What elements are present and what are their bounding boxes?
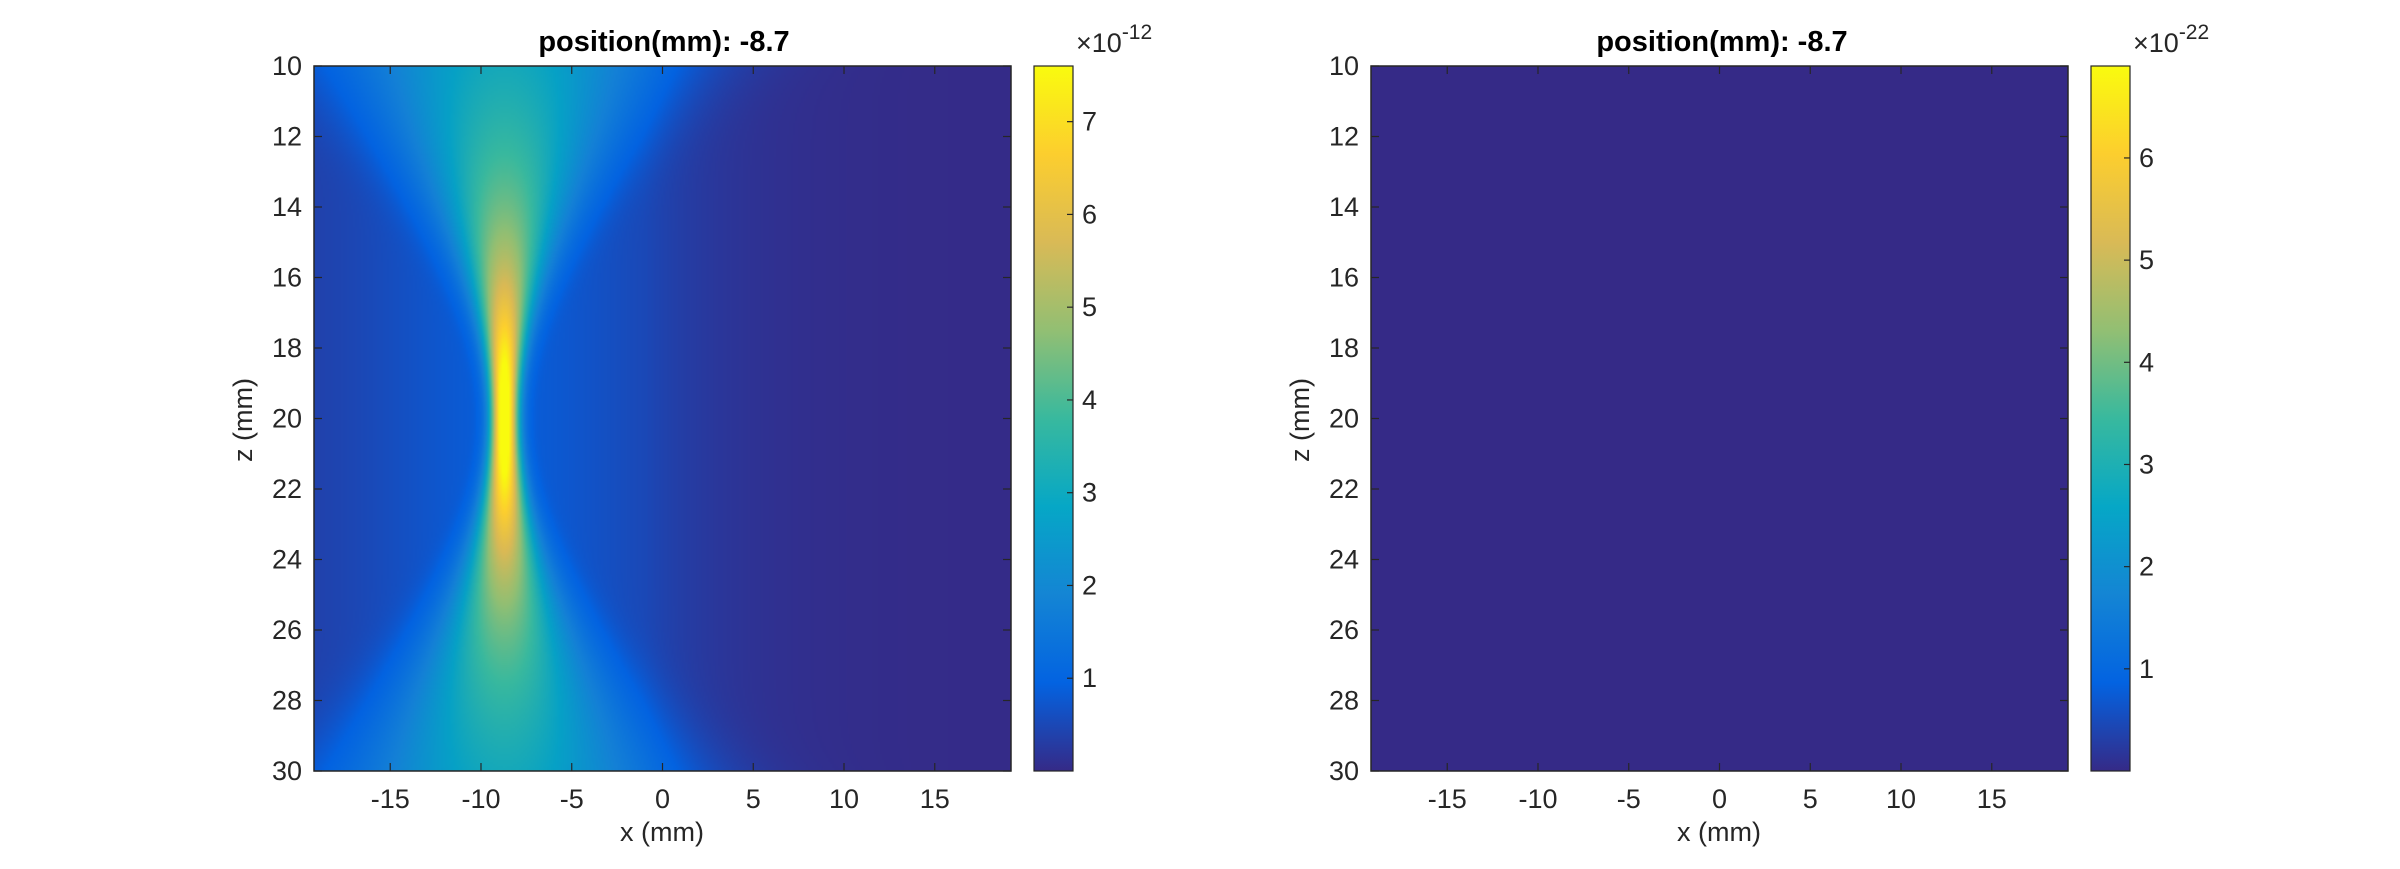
right-colorbar-exponent-power: -22 (2179, 21, 2209, 44)
left-y-tick-label: 10 (272, 51, 302, 81)
right-y-tick-label: 10 (1329, 51, 1359, 81)
left-x-tick-label: -15 (371, 784, 410, 814)
left-y-ticks: 10 12 14 16 18 20 22 24 26 28 30 (272, 51, 1011, 786)
right-x-axis-label: x (mm) (1677, 817, 1761, 847)
left-y-tick-label: 16 (272, 263, 302, 293)
right-y-tick-label: 16 (1329, 263, 1359, 293)
right-x-tick-label: -5 (1617, 784, 1641, 814)
left-colorbar-tick-label: 4 (1082, 385, 1097, 415)
left-panel: position(mm): -8.7 -15 -10 -5 0 5 10 15 101214… (228, 21, 1152, 847)
right-y-tick-label: 30 (1329, 756, 1359, 786)
right-y-tick-label: 14 (1329, 192, 1359, 222)
right-colorbar-exponent: ×10-22 (2133, 21, 2209, 58)
right-colorbar-exponent-base: ×10 (2133, 28, 2179, 58)
left-x-tick-label: -5 (560, 784, 584, 814)
left-colorbar-tick-label: 6 (1082, 199, 1097, 229)
left-x-tick-label: 5 (746, 784, 761, 814)
left-y-tick-label: 14 (272, 192, 302, 222)
left-colorbar (1033, 65, 1074, 772)
left-colorbar-tick-label: 2 (1082, 570, 1097, 600)
left-y-tick-label: 12 (272, 122, 302, 152)
right-colorbar-tick-label: 4 (2139, 347, 2154, 377)
left-heatmap-image (314, 66, 1011, 771)
right-y-tick-label: 26 (1329, 615, 1359, 645)
left-y-axis-label: z (mm) (228, 378, 258, 462)
right-y-tick-label: 22 (1329, 474, 1359, 504)
left-x-tick-label: 15 (920, 784, 950, 814)
right-title: position(mm): -8.7 (1596, 26, 1847, 58)
right-x-tick-label: -10 (1518, 784, 1557, 814)
right-panel: position(mm): -8.7 -15 -10 -5 0 5 10 15 101214… (1285, 21, 2209, 847)
right-y-axis-label: z (mm) (1285, 378, 1315, 462)
right-colorbar (2090, 65, 2131, 772)
right-x-tick-label: 10 (1886, 784, 1916, 814)
right-y-tick-label: 28 (1329, 686, 1359, 716)
left-colorbar-exponent: ×10-12 (1076, 21, 1152, 58)
right-colorbar-tick-label: 6 (2139, 143, 2154, 173)
left-y-tick-label: 18 (272, 333, 302, 363)
left-x-ticks: -15 -10 -5 0 5 10 15 (371, 66, 950, 814)
left-x-axis-label: x (mm) (620, 817, 704, 847)
left-colorbar-tick-label: 1 (1082, 663, 1097, 693)
left-colorbar-ticks: 1 2 3 4 5 6 7 (1067, 107, 1097, 693)
left-colorbar-tick-label: 7 (1082, 107, 1097, 137)
left-colorbar-tick-label: 3 (1082, 478, 1097, 508)
left-y-tick-label: 26 (272, 615, 302, 645)
right-x-tick-label: 0 (1712, 784, 1727, 814)
right-heatmap-image (1371, 66, 2068, 771)
right-x-ticks: -15 -10 -5 0 5 10 15 (1428, 66, 2007, 814)
left-colorbar-exponent-power: -12 (1122, 21, 1152, 44)
right-colorbar-tick-label: 5 (2139, 245, 2154, 275)
right-colorbar-ticks: 1 2 3 4 5 6 (2124, 143, 2154, 684)
left-y-tick-label: 28 (272, 686, 302, 716)
right-y-tick-label: 24 (1329, 545, 1359, 575)
left-colorbar-exponent-base: ×10 (1076, 28, 1122, 58)
right-y-tick-label: 12 (1329, 122, 1359, 152)
left-colorbar-tick-label: 5 (1082, 292, 1097, 322)
left-y-tick-label: 30 (272, 756, 302, 786)
left-x-tick-label: -10 (461, 784, 500, 814)
left-y-tick-label: 24 (272, 545, 302, 575)
right-y-ticks: 10 12 14 16 18 20 22 24 26 28 30 (1329, 51, 2068, 786)
right-heatmap (1371, 66, 2068, 771)
left-x-tick-label: 0 (655, 784, 670, 814)
left-x-tick-label: 10 (829, 784, 859, 814)
right-y-tick-label: 18 (1329, 333, 1359, 363)
left-heatmap (314, 66, 1011, 771)
right-colorbar-tick-label: 2 (2139, 552, 2154, 582)
right-colorbar-tick-label: 3 (2139, 449, 2154, 479)
left-title: position(mm): -8.7 (538, 26, 789, 58)
left-y-tick-label: 20 (272, 404, 302, 434)
left-y-tick-label: 22 (272, 474, 302, 504)
right-y-tick-label: 20 (1329, 404, 1359, 434)
right-x-tick-label: 15 (1977, 784, 2007, 814)
right-x-tick-label: -15 (1428, 784, 1467, 814)
right-colorbar-tick-label: 1 (2139, 654, 2154, 684)
right-x-tick-label: 5 (1803, 784, 1818, 814)
